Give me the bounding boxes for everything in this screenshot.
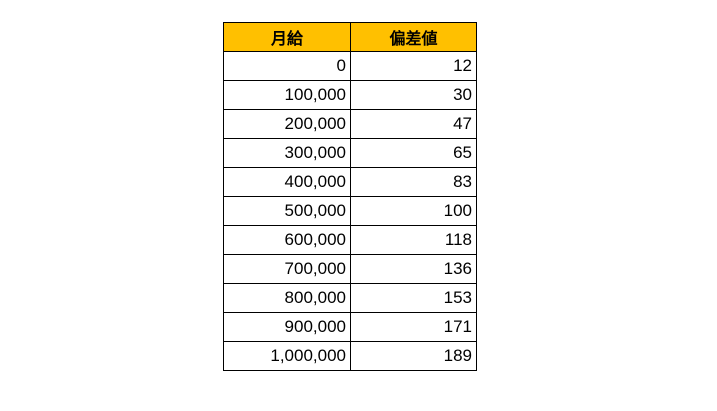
table-row: 300,000 65	[223, 138, 477, 168]
salary-cell: 800,000	[223, 283, 351, 313]
deviation-cell: 189	[350, 341, 477, 371]
table-row: 500,000 100	[223, 196, 477, 226]
salary-cell: 0	[223, 51, 351, 81]
deviation-cell: 30	[350, 80, 477, 110]
deviation-cell: 118	[350, 225, 477, 255]
deviation-cell: 83	[350, 167, 477, 197]
table-row: 800,000 153	[223, 283, 477, 313]
salary-cell: 700,000	[223, 254, 351, 284]
deviation-cell: 153	[350, 283, 477, 313]
deviation-cell: 65	[350, 138, 477, 168]
salary-deviation-table: 月給 偏差値 0 12 100,000 30 200,000 47 300,000 65 400…	[223, 22, 477, 371]
table-row: 900,000 171	[223, 312, 477, 342]
table-row: 200,000 47	[223, 109, 477, 139]
salary-cell: 100,000	[223, 80, 351, 110]
salary-cell: 400,000	[223, 167, 351, 197]
deviation-cell: 12	[350, 51, 477, 81]
deviation-cell: 136	[350, 254, 477, 284]
table-row: 400,000 83	[223, 167, 477, 197]
deviation-cell: 100	[350, 196, 477, 226]
salary-cell: 900,000	[223, 312, 351, 342]
deviation-cell: 47	[350, 109, 477, 139]
header-row: 月給 偏差値	[223, 22, 477, 52]
table-row: 700,000 136	[223, 254, 477, 284]
salary-cell: 600,000	[223, 225, 351, 255]
table-row: 0 12	[223, 51, 477, 81]
table-row: 600,000 118	[223, 225, 477, 255]
salary-cell: 300,000	[223, 138, 351, 168]
salary-cell: 200,000	[223, 109, 351, 139]
salary-cell: 500,000	[223, 196, 351, 226]
table-row: 100,000 30	[223, 80, 477, 110]
salary-cell: 1,000,000	[223, 341, 351, 371]
header-salary: 月給	[223, 22, 351, 52]
table-row: 1,000,000 189	[223, 341, 477, 371]
deviation-cell: 171	[350, 312, 477, 342]
header-deviation: 偏差値	[350, 22, 477, 52]
